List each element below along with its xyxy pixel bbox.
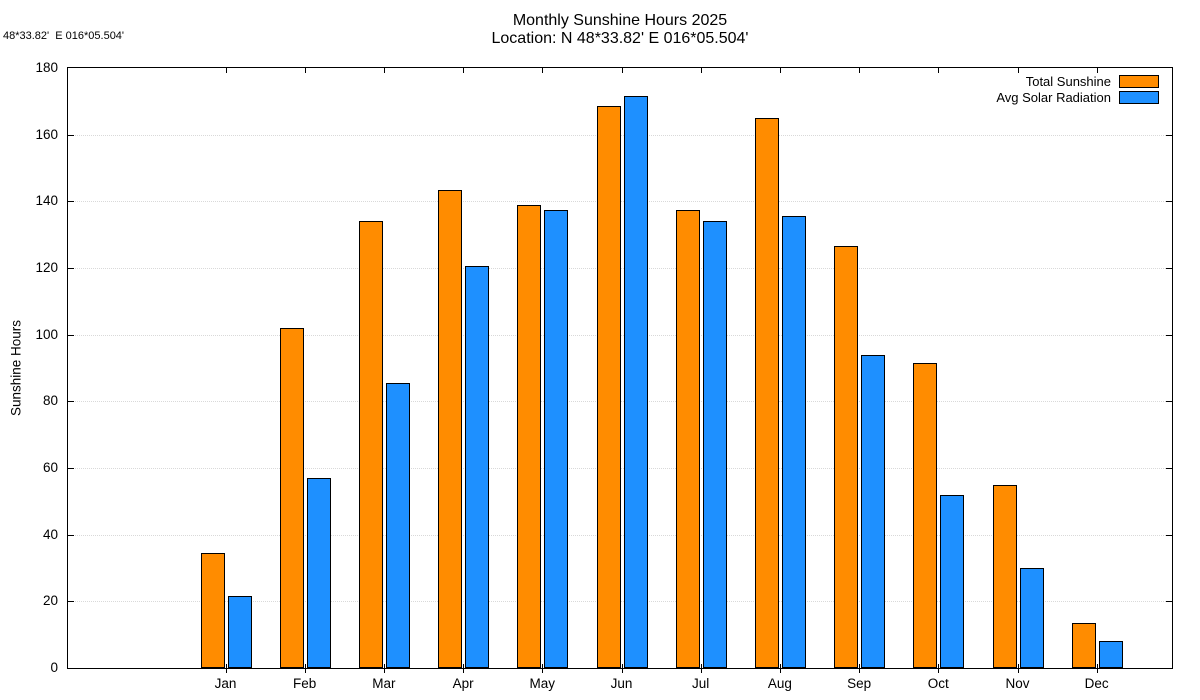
xtick-bottom-aug: [779, 664, 781, 673]
ytick-right-20: [1166, 601, 1172, 603]
bar-total-sunshine-may: [517, 204, 542, 668]
xtick-top-jan: [225, 68, 227, 73]
bar-avg-solar-radiation-may: [544, 209, 569, 668]
xtick-label-feb: Feb: [293, 676, 317, 691]
legend-entry-avg-solar-radiation: Avg Solar Radiation: [996, 89, 1159, 105]
ytick-left-120: [68, 268, 74, 269]
xtick-label-jul: Jul: [692, 676, 710, 691]
ytick-label-20: 20: [42, 593, 58, 609]
xtick-top-jun: [621, 68, 623, 73]
xtick-bottom-dec: [1096, 664, 1098, 673]
ytick-right-40: [1166, 534, 1172, 536]
plot-area: Total Sunshine Avg Solar Radiation: [67, 67, 1173, 673]
bar-avg-solar-radiation-feb: [306, 478, 331, 668]
xtick-label-nov: Nov: [1005, 676, 1030, 691]
xtick-bottom-sep: [859, 664, 861, 673]
xtick-top-aug: [779, 68, 781, 73]
bar-total-sunshine-apr: [438, 189, 463, 668]
xtick-label-apr: Apr: [452, 676, 474, 691]
xtick-top-oct: [938, 68, 940, 73]
ytick-label-180: 180: [35, 60, 58, 75]
xtick-label-aug: Aug: [767, 676, 792, 691]
ytick-label-120: 120: [35, 260, 58, 275]
xtick-bottom-jun: [621, 664, 623, 673]
bar-avg-solar-radiation-apr: [465, 266, 490, 668]
bar-avg-solar-radiation-mar: [385, 383, 410, 668]
xtick-label-jan: Jan: [214, 676, 237, 691]
xtick-top-feb: [304, 68, 306, 73]
ytick-left-160: [68, 134, 74, 136]
ytick-label-0: 0: [50, 660, 58, 675]
chart-subtitle: Location: N 48*33.82' E 016*05.504': [491, 30, 749, 47]
ytick-left-140: [68, 201, 74, 203]
xtick-label-jun: Jun: [610, 676, 633, 691]
xtick-top-mar: [383, 68, 385, 73]
ytick-label-80: 80: [42, 393, 58, 409]
bar-total-sunshine-oct: [913, 363, 938, 668]
xtick-top-may: [542, 68, 544, 73]
bar-total-sunshine-jun: [596, 106, 621, 668]
ytick-left-100: [68, 334, 74, 336]
xtick-top-sep: [859, 68, 861, 73]
ytick-right-80: [1166, 401, 1172, 403]
ytick-left-40: [68, 534, 74, 536]
xtick-bottom-jan: [225, 664, 227, 673]
bar-avg-solar-radiation-aug: [781, 216, 806, 668]
ytick-right-140: [1166, 201, 1172, 203]
bar-avg-solar-radiation-jun: [623, 96, 648, 668]
ytick-right-100: [1166, 334, 1172, 336]
bar-total-sunshine-dec: [1071, 623, 1096, 668]
xtick-bottom-mar: [383, 664, 385, 673]
ytick-label-160: 160: [35, 126, 58, 142]
bar-avg-solar-radiation-nov: [1019, 568, 1044, 668]
ytick-right-160: [1166, 134, 1172, 136]
ytick-label-60: 60: [42, 460, 58, 475]
bar-avg-solar-radiation-dec: [1098, 641, 1123, 668]
xtick-top-dec: [1096, 68, 1098, 73]
bar-avg-solar-radiation-jan: [227, 596, 252, 668]
bar-avg-solar-radiation-sep: [861, 354, 886, 668]
legend-swatch: [1119, 90, 1159, 104]
xtick-label-mar: Mar: [372, 676, 396, 691]
bar-total-sunshine-nov: [992, 484, 1017, 668]
ytick-right-120: [1166, 268, 1172, 269]
xtick-bottom-may: [542, 664, 544, 673]
bar-avg-solar-radiation-jul: [702, 221, 727, 668]
legend: Total Sunshine Avg Solar Radiation: [996, 73, 1159, 105]
xtick-top-nov: [1017, 68, 1019, 73]
bar-total-sunshine-jul: [675, 209, 700, 668]
legend-swatch: [1119, 74, 1159, 88]
xtick-bottom-feb: [304, 664, 306, 673]
ytick-right-60: [1166, 468, 1172, 469]
ytick-label-40: 40: [42, 526, 58, 542]
bar-total-sunshine-feb: [279, 328, 304, 668]
bar-total-sunshine-aug: [754, 118, 779, 668]
xtick-label-oct: Oct: [927, 676, 949, 691]
legend-label: Avg Solar Radiation: [996, 89, 1111, 105]
xtick-top-apr: [463, 68, 465, 73]
bar-avg-solar-radiation-oct: [940, 494, 965, 668]
chart-title: Monthly Sunshine Hours 2025: [512, 12, 728, 29]
xtick-bottom-apr: [463, 664, 465, 673]
ytick-left-20: [68, 601, 74, 603]
xtick-bottom-oct: [938, 664, 940, 673]
xtick-label-may: May: [529, 676, 556, 691]
corner-coordinates-text: 48*33.82' E 016*05.504': [3, 30, 125, 42]
xtick-bottom-nov: [1017, 664, 1019, 673]
bar-total-sunshine-mar: [358, 221, 383, 668]
xtick-label-dec: Dec: [1084, 676, 1109, 691]
legend-label: Total Sunshine: [1025, 73, 1111, 89]
xtick-top-jul: [700, 68, 702, 73]
chart-title-block: Monthly Sunshine Hours 2025 Location: N …: [492, 12, 749, 48]
ytick-label-100: 100: [35, 326, 58, 342]
ytick-label-140: 140: [35, 193, 58, 209]
bar-total-sunshine-jan: [200, 553, 225, 668]
ytick-left-60: [68, 468, 74, 469]
xtick-label-sep: Sep: [847, 676, 872, 691]
bar-total-sunshine-sep: [834, 246, 859, 668]
ytick-left-80: [68, 401, 74, 403]
legend-entry-total-sunshine: Total Sunshine: [996, 73, 1159, 89]
xtick-bottom-jul: [700, 664, 702, 673]
